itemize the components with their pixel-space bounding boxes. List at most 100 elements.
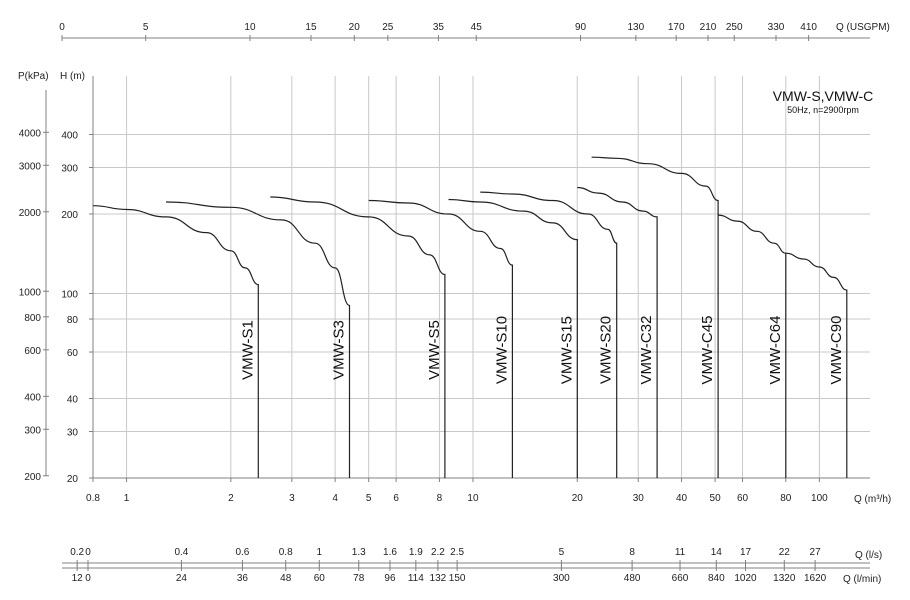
top-axis-tick-label: 5 (143, 22, 149, 33)
x-tick-label: 5 (366, 493, 372, 504)
lpm-axis-tick-label: 114 (408, 573, 424, 584)
lps-axis-tick-label: 8 (629, 547, 635, 558)
top-axis-tick-label: 130 (627, 22, 644, 33)
lps-axis-tick-label: 2.5 (450, 547, 464, 558)
pressure-tick-label: 200 (24, 472, 41, 483)
pressure-tick-label: 3000 (19, 161, 42, 172)
pressure-tick-label: 2000 (19, 208, 42, 219)
x-tick-label: 4 (332, 493, 338, 504)
top-axis-tick-label: 25 (382, 22, 394, 33)
series-label-vmw-s10: VMW-S10 (493, 316, 510, 384)
lpm-axis-tick-label: 96 (384, 573, 396, 584)
x-axis-label-m3h: Q (m³/h) (854, 494, 891, 505)
x-tick-label: 6 (393, 493, 399, 504)
curve-vmw-s3 (165, 201, 351, 478)
curves (92, 156, 848, 478)
y-tick-label: 80 (67, 315, 79, 326)
lpm-axis-tick-label: 660 (672, 573, 689, 584)
lpm-axis-tick-label: 1020 (734, 573, 757, 584)
lps-axis-tick-label: 1.6 (383, 547, 397, 558)
top-axis-tick-label: 15 (305, 22, 317, 33)
series-label-vmw-s3: VMW-S3 (331, 320, 348, 380)
curve-vmw-s1 (92, 205, 259, 478)
x-tick-label: 80 (780, 493, 792, 504)
chart-subtitle: 50Hz, n=2900rpm (787, 105, 859, 115)
top-axis-tick-label: 170 (668, 22, 685, 33)
lps-axis-tick-label: 27 (810, 547, 822, 558)
pressure-tick-label: 400 (24, 392, 41, 403)
lps-axis-tick-label: 1 (316, 547, 322, 558)
lpm-axis-tick-label: 1320 (773, 573, 796, 584)
y-tick-label: 400 (61, 130, 78, 141)
lps-axis-tick-label: 1.3 (352, 547, 366, 558)
lpm-axis-tick-label: 840 (708, 573, 725, 584)
x-tick-label: 1 (124, 493, 130, 504)
x-tick-label: 40 (676, 493, 688, 504)
lpm-axis-tick-label: 36 (237, 573, 249, 584)
y-tick-label: 30 (67, 428, 79, 439)
y-tick-label: 20 (67, 474, 79, 485)
top-axis-tick-label: 330 (768, 22, 785, 33)
grid (92, 76, 870, 479)
y-tick-label: 300 (61, 163, 78, 174)
lps-axis-tick-label: 0.4 (174, 547, 188, 558)
x-tick-label: 3 (289, 493, 295, 504)
lps-axis-tick-label: 0.8 (279, 547, 293, 558)
y-axis-label-head: H (m) (60, 71, 85, 82)
curve-vmw-c64 (718, 214, 787, 478)
top-axis-label: Q (USGPM) (836, 22, 890, 33)
lps-axis-tick-label: 11 (675, 547, 686, 558)
top-axis-tick-label: 10 (244, 22, 256, 33)
x-tick-label: 10 (467, 493, 479, 504)
y-tick-label: 100 (61, 289, 78, 300)
x-tick-label: 2 (228, 493, 234, 504)
series-label-vmw-c64: VMW-C64 (767, 316, 784, 385)
lpm-axis-tick-label: 1620 (804, 573, 827, 584)
y-tick-label: 60 (67, 348, 79, 359)
series-label-vmw-c90: VMW-C90 (828, 316, 845, 385)
lps-axis-label: Q (l/s) (855, 550, 882, 561)
curve-vmw-s5 (270, 196, 446, 478)
series-label-vmw-s20: VMW-S20 (598, 316, 615, 384)
top-axis-tick-label: 20 (349, 22, 361, 33)
pressure-tick-label: 1000 (19, 287, 42, 298)
y-axis-label-pressure: P(kPa) (18, 71, 49, 82)
series-label-vmw-c32: VMW-C32 (638, 316, 655, 385)
lpm-axis-label: Q (l/min) (843, 574, 881, 585)
top-axis-tick-label: 45 (471, 22, 483, 33)
curve-vmw-s20 (480, 191, 618, 478)
lps-axis-tick-label: 2.2 (431, 547, 445, 558)
x-tick-label: 60 (737, 493, 749, 504)
lpm-axis-tick-label: 78 (353, 573, 365, 584)
series-label-vmw-s5: VMW-S5 (426, 320, 443, 380)
x-tick-label: 30 (633, 493, 645, 504)
top-axis-tick-label: 410 (800, 22, 817, 33)
lps-axis-tick-label: 14 (711, 547, 723, 558)
y-tick-label: 200 (61, 210, 78, 221)
lpm-axis-tick-label: 0 (85, 573, 91, 584)
lpm-axis-tick-label: 48 (280, 573, 292, 584)
lpm-axis-tick-label: 150 (449, 573, 466, 584)
chart-title: VMW-S,VMW-C (773, 88, 874, 104)
lps-axis-tick-label: 0.2 (70, 547, 84, 558)
series-labels: VMW-S1 VMW-S3 VMW-S5 VMW-S10 VMW-S15 VMW-S20 V… (239, 316, 845, 385)
lpm-axis-tick-label: 300 (553, 573, 570, 584)
series-label-vmw-s1: VMW-S1 (239, 320, 256, 380)
pressure-tick-label: 300 (24, 425, 41, 436)
curve-vmw-c32 (577, 186, 658, 478)
curve-vmw-c45 (591, 156, 719, 478)
pressure-tick-label: 800 (24, 313, 41, 324)
x-tick-label: 20 (572, 493, 584, 504)
x-tick-label: 100 (811, 493, 828, 504)
curve-vmw-s15 (448, 198, 578, 478)
top-axis-tick-label: 90 (575, 22, 587, 33)
curve-vmw-c90 (785, 252, 848, 478)
top-axis-tick-label: 35 (433, 22, 445, 33)
top-axis-tick-label: 210 (700, 22, 717, 33)
x-tick-label: 0.8 (86, 493, 100, 504)
lps-axis-tick-label: 22 (779, 547, 791, 558)
series-label-vmw-c45: VMW-C45 (699, 316, 716, 385)
lps-axis-tick-label: 0.6 (235, 547, 249, 558)
x-tick-label: 8 (437, 493, 443, 504)
